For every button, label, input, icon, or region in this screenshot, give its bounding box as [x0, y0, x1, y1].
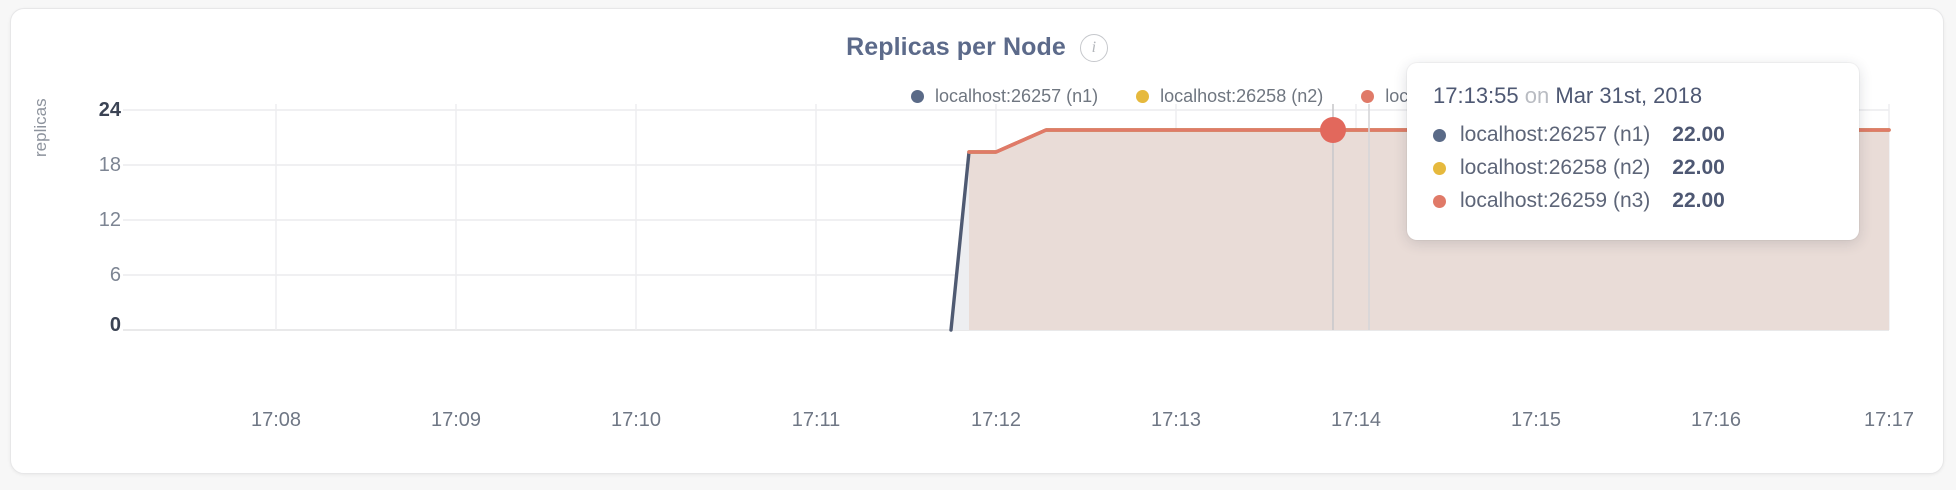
chart-tooltip: 17:13:55 on Mar 31st, 2018 localhost:262…	[1407, 63, 1859, 240]
x-tick-1710: 17:10	[610, 409, 662, 431]
tooltip-row-n3: localhost:26259 (n3) 22.00	[1433, 189, 1833, 213]
tooltip-row-n1: localhost:26257 (n1) 22.00	[1433, 123, 1833, 147]
x-tick-1708: 17:08	[250, 409, 302, 431]
x-tick-1715: 17:15	[1510, 409, 1562, 431]
tooltip-dot-icon	[1433, 161, 1446, 175]
tooltip-dot-icon	[1433, 194, 1446, 208]
legend-label: localhost:26257 (n1)	[935, 85, 1099, 106]
hover-marker-dot	[1320, 117, 1346, 143]
y-tick-24: 24	[98, 99, 121, 121]
tooltip-series-value: 22.00	[1672, 123, 1725, 146]
tooltip-header: 17:13:55 on Mar 31st, 2018	[1433, 83, 1833, 109]
tooltip-date: Mar 31st, 2018	[1555, 83, 1703, 108]
y-tick-12: 12	[98, 209, 121, 231]
y-axis-ticks: 24 18 12 6 0	[31, 9, 121, 473]
x-tick-1713: 17:13	[1150, 409, 1202, 431]
replicas-per-node-card: Replicas per Node i localhost:26257 (n1)…	[10, 8, 1944, 474]
tooltip-series-label: localhost:26258 (n2)	[1460, 156, 1651, 179]
x-tick-1712: 17:12	[970, 409, 1022, 431]
legend-dot-icon	[1361, 89, 1375, 103]
tooltip-series-value: 22.00	[1672, 189, 1725, 212]
legend-dot-icon	[911, 89, 924, 103]
x-tick-1714: 17:14	[1330, 409, 1382, 431]
tooltip-row-n2: localhost:26258 (n2) 22.00	[1433, 156, 1833, 180]
tooltip-series-value: 22.00	[1672, 156, 1725, 179]
tooltip-series-label: localhost:26259 (n3)	[1460, 189, 1651, 212]
tooltip-dot-icon	[1433, 128, 1446, 142]
y-tick-18: 18	[98, 154, 121, 176]
y-tick-6: 6	[109, 264, 121, 286]
x-tick-1709: 17:09	[430, 409, 482, 431]
legend-dot-icon	[1136, 89, 1150, 103]
x-tick-1711: 17:11	[791, 409, 841, 431]
y-tick-0: 0	[109, 314, 121, 336]
x-tick-1717: 17:17	[1863, 409, 1915, 431]
tooltip-time: 17:13:55	[1433, 83, 1519, 108]
page-title: Replicas per Node	[846, 33, 1066, 61]
tooltip-on-word: on	[1524, 83, 1550, 108]
legend-item-n1[interactable]: localhost:26257 (n1)	[911, 86, 1098, 107]
tooltip-series-label: localhost:26257 (n1)	[1460, 123, 1651, 146]
info-icon[interactable]: i	[1079, 33, 1108, 62]
chart-header: Replicas per Node i	[11, 33, 1943, 62]
x-tick-1716: 17:16	[1690, 409, 1742, 431]
legend-item-n2[interactable]: localhost:26258 (n2)	[1136, 86, 1323, 107]
legend-label: localhost:26258 (n2)	[1160, 85, 1324, 106]
